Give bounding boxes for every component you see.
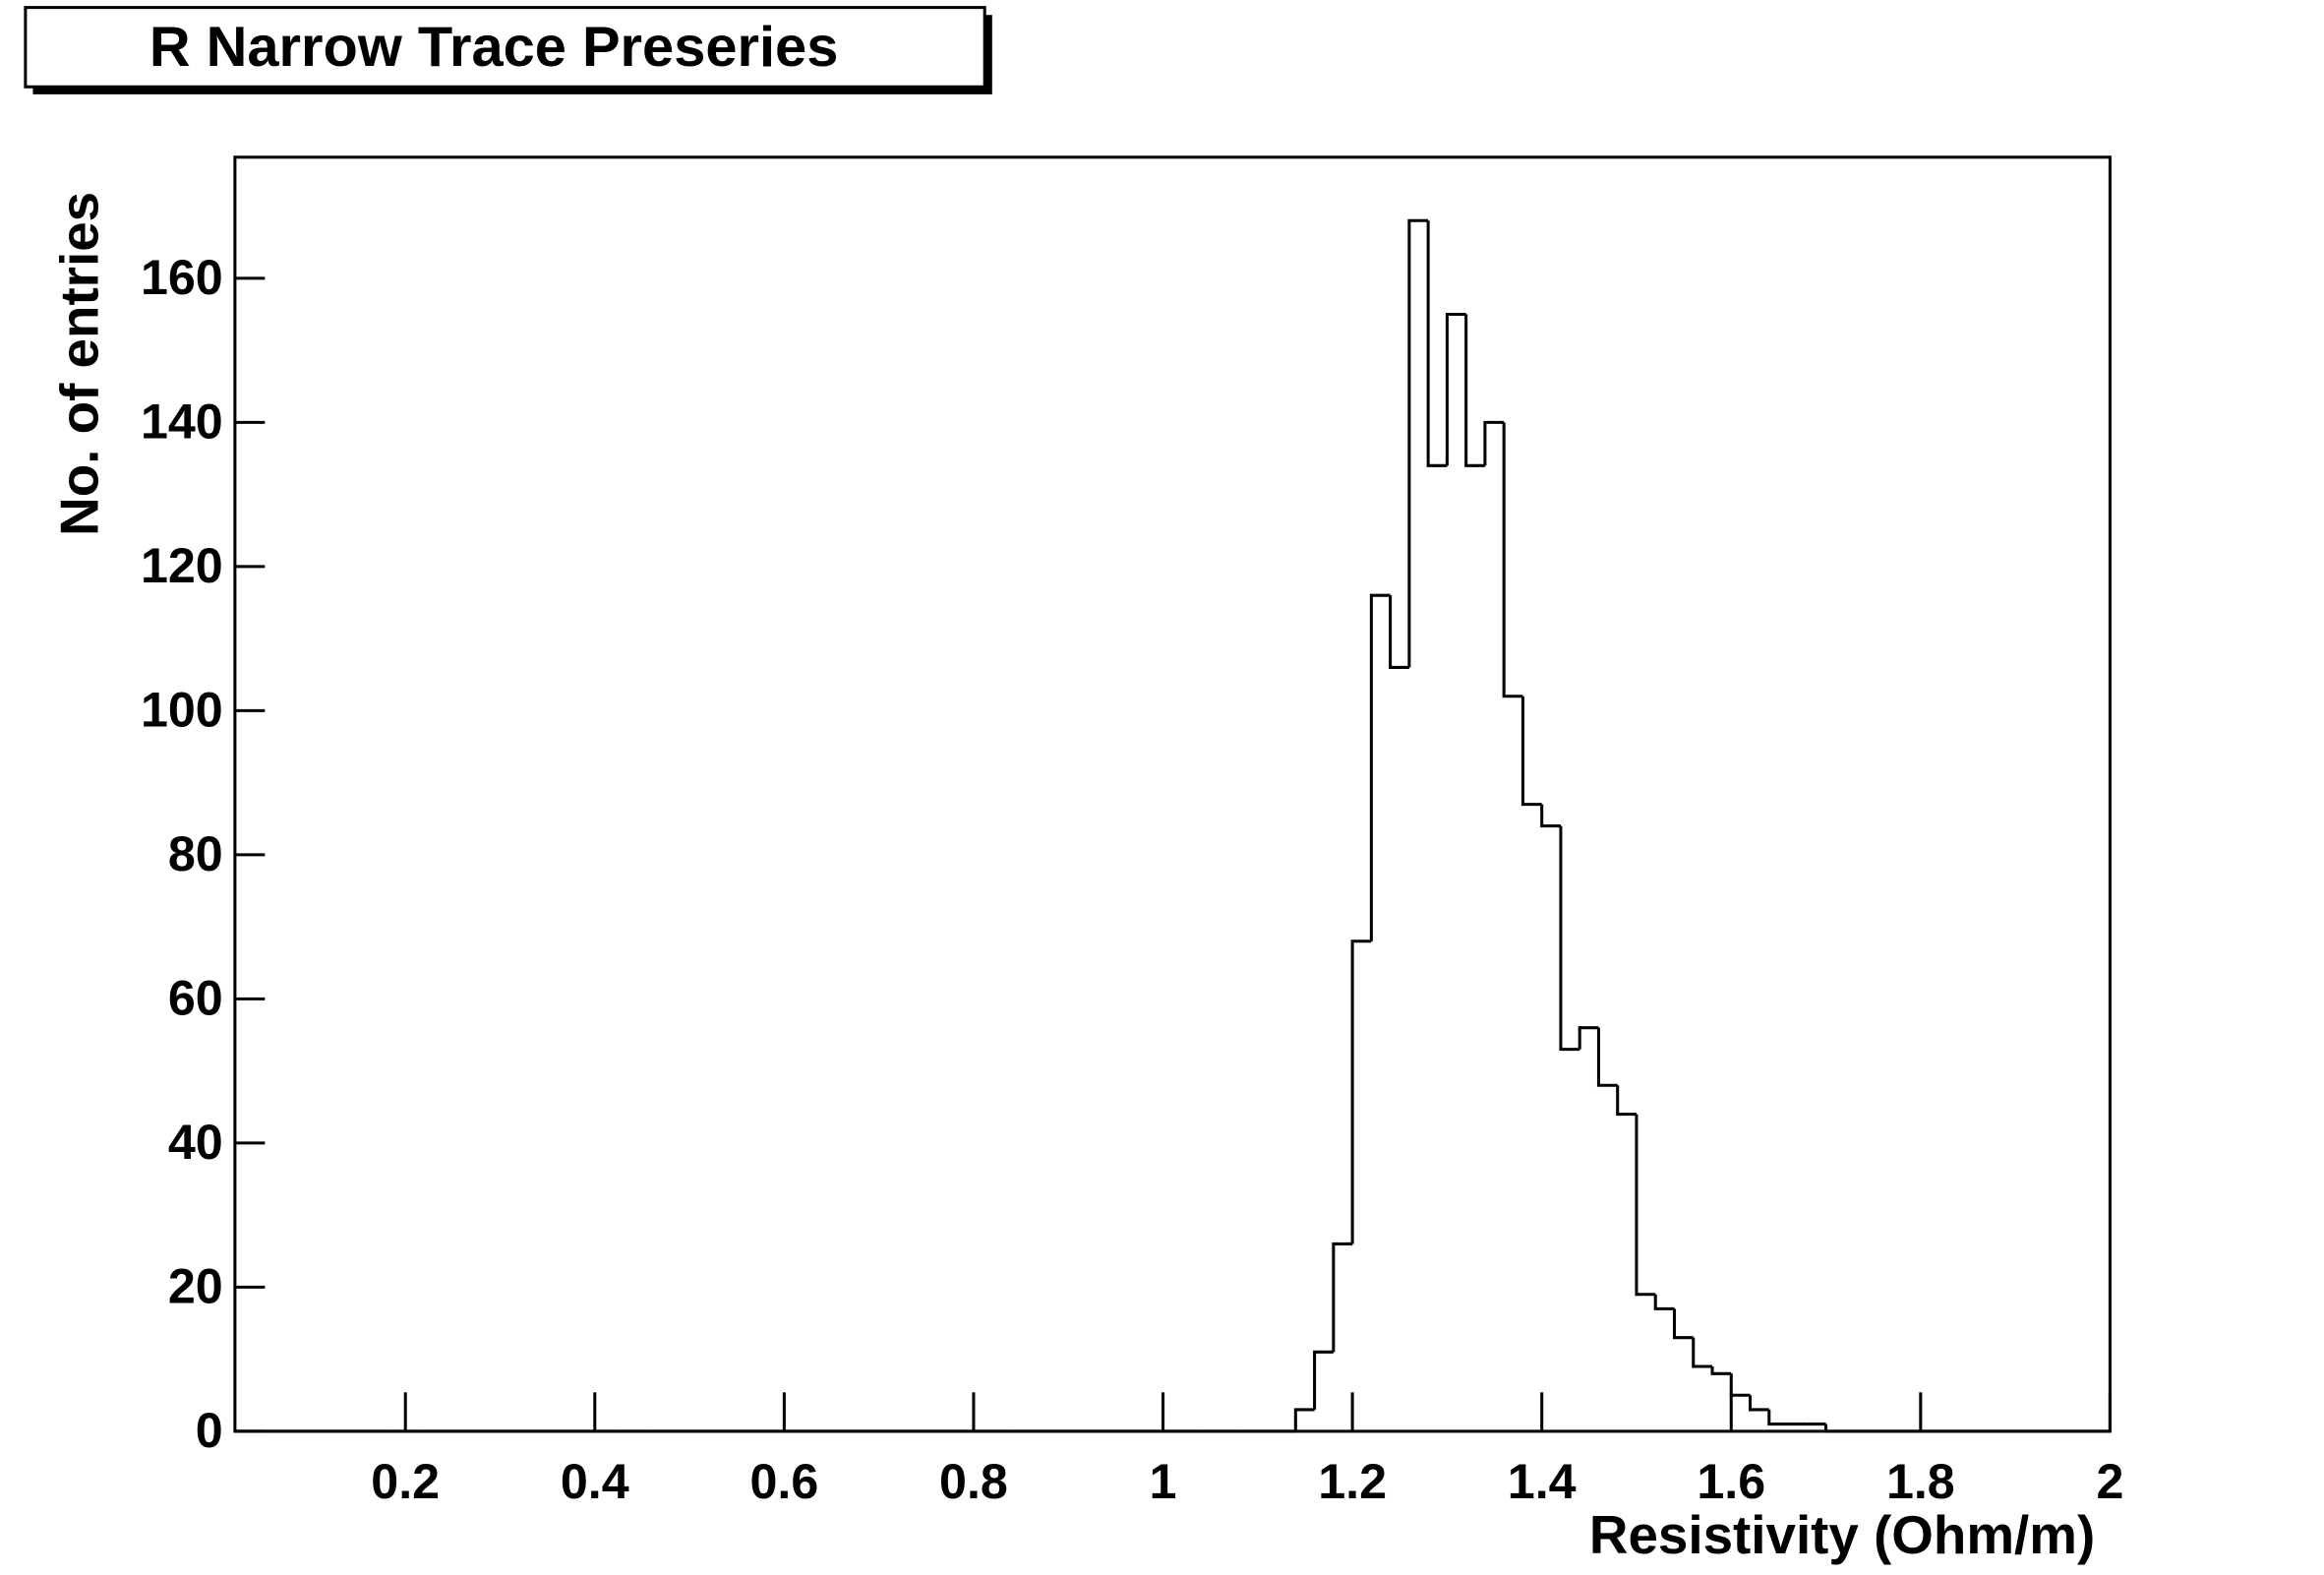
x-tick-label: 0.6 — [749, 1454, 818, 1509]
y-tick-label: 160 — [141, 250, 223, 305]
histogram-bin — [1559, 825, 1580, 1052]
histogram-bin — [1710, 1365, 1732, 1375]
y-tick-label: 0 — [196, 1403, 223, 1458]
histogram-bin — [1824, 1424, 1845, 1433]
histogram-bin — [1426, 220, 1448, 467]
chart-title: R Narrow Trace Preseries — [149, 16, 839, 79]
x-tick-label: 1 — [1150, 1454, 1177, 1509]
x-tick-label: 1.8 — [1886, 1454, 1955, 1509]
y-axis-label: No. of entries — [49, 192, 110, 536]
histogram-bin — [1332, 1242, 1353, 1353]
histogram-bin — [1635, 1114, 1656, 1297]
histogram-bin — [1596, 1027, 1618, 1087]
histogram-bin — [1389, 595, 1409, 669]
y-tick-label: 40 — [168, 1115, 223, 1170]
y-tick-label: 140 — [141, 394, 223, 450]
histogram-bin — [1520, 696, 1542, 807]
histogram-bin — [1369, 593, 1391, 941]
histogram-bin — [1692, 1337, 1712, 1368]
y-tick-label: 60 — [168, 971, 223, 1026]
x-tick-label: 1.4 — [1508, 1454, 1577, 1509]
title-box — [24, 6, 986, 89]
histogram-bin — [1540, 804, 1561, 828]
histogram-bin — [1313, 1350, 1334, 1410]
histogram-bin — [1350, 939, 1372, 1244]
x-axis-label: Resistivity (Ohm/m) — [1589, 1504, 2095, 1565]
x-tick-label: 0.2 — [371, 1454, 440, 1509]
histogram-bin — [1502, 422, 1523, 698]
histogram-bin — [1767, 1409, 1789, 1426]
histogram-bin — [1293, 1408, 1315, 1431]
histogram-bin — [1653, 1294, 1675, 1310]
histogram-bin — [1749, 1395, 1769, 1412]
histogram-bin — [1616, 1085, 1637, 1117]
y-tick-label: 100 — [141, 683, 223, 738]
histogram-bin — [1407, 218, 1429, 668]
histogram-bin — [1672, 1308, 1694, 1340]
histogram-bin — [1445, 312, 1466, 466]
x-tick-label: 0.4 — [561, 1454, 629, 1509]
x-tick-label: 1.6 — [1697, 1454, 1765, 1509]
histogram-bin — [1729, 1373, 1751, 1397]
y-tick-label: 80 — [168, 826, 223, 881]
x-tick-label: 0.8 — [939, 1454, 1008, 1509]
x-tick-label: 1.2 — [1318, 1454, 1387, 1509]
y-tick-label: 20 — [168, 1259, 223, 1314]
plot-frame — [233, 155, 2112, 1433]
x-tick-label: 2 — [2096, 1454, 2123, 1509]
histogram-bin — [1578, 1026, 1599, 1050]
y-tick-label: 120 — [141, 538, 223, 593]
histogram-bin — [1464, 314, 1485, 467]
histogram-bin — [1483, 420, 1505, 466]
